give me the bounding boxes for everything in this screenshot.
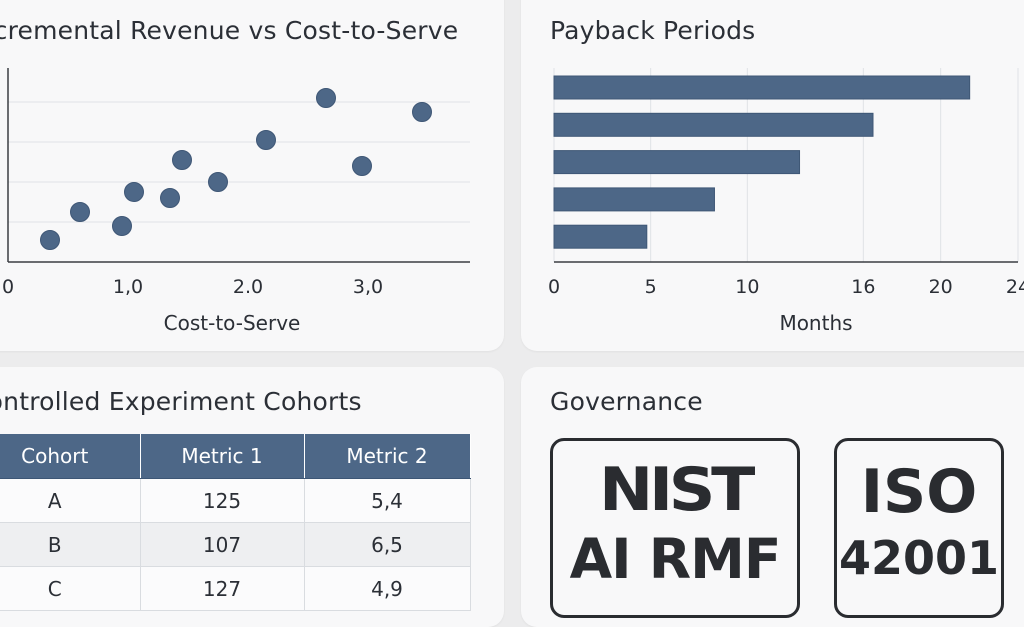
bar-x-axis-label: Months — [779, 311, 852, 335]
bar-x-tick-label: 16 — [851, 276, 875, 298]
scatter-point — [70, 202, 90, 222]
bar-x-tick-label: 0 — [548, 276, 560, 298]
payback-bar — [553, 187, 715, 212]
column-header-metric-2[interactable]: Metric 2 — [304, 434, 471, 479]
metric-2-cell: 6,5 — [304, 522, 471, 567]
scatter-point — [256, 130, 276, 150]
scatter-x-tick-label: 2.0 — [233, 276, 263, 298]
scatter-x-axis-label: Cost-to-Serve — [164, 311, 301, 335]
scatter-point — [112, 216, 132, 236]
governance-card: Governance NIST AI RMF ISO 42001 — [521, 367, 1024, 627]
scatter-point — [172, 150, 192, 170]
table-row: B 107 6,5 — [0, 522, 471, 567]
cohort-table: Cohort Metric 1 Metric 2 A 125 5,4 B 107… — [0, 434, 471, 611]
nist-ai-rmf-badge: NIST AI RMF — [550, 438, 800, 618]
payback-bar — [553, 112, 874, 137]
scatter-x-tick-label: 1,0 — [113, 276, 143, 298]
payback-bar — [553, 224, 648, 249]
bar-x-tick-label: 24 — [1006, 276, 1024, 298]
table-row: C 127 4,9 — [0, 566, 471, 611]
scatter-card: Incremental Revenue vs Cost-to-Serve 0 1,… — [0, 0, 504, 351]
scatter-point — [208, 172, 228, 192]
metric-1-cell: 107 — [140, 522, 305, 567]
payback-card-title: Payback Periods — [550, 16, 756, 45]
governance-card-title: Governance — [550, 387, 703, 416]
scatter-chart: 0 1,0 2.0 3,0 Cost-to-Serve — [2, 68, 470, 335]
iso-badge-line2: 42001 — [838, 531, 1000, 585]
payback-bar-chart: 0 5 10 16 20 24 Months — [548, 68, 1024, 335]
column-header-metric-1[interactable]: Metric 1 — [140, 434, 305, 479]
metric-1-cell: 127 — [140, 566, 305, 611]
scatter-point — [160, 188, 180, 208]
scatter-x-tick-label: 0 — [2, 276, 14, 298]
scatter-point — [40, 230, 60, 250]
scatter-card-title: Incremental Revenue vs Cost-to-Serve — [0, 16, 459, 45]
iso-badge-line1: ISO — [860, 457, 978, 527]
nist-badge-line2: AI RMF — [569, 527, 782, 591]
table-row: A 125 5,4 — [0, 478, 471, 523]
nist-badge-line1: NIST — [599, 455, 755, 525]
cohort-cell: A — [0, 478, 141, 523]
scatter-point — [124, 182, 144, 202]
table-header-row: Cohort Metric 1 Metric 2 — [0, 434, 471, 479]
metric-2-cell: 4,9 — [304, 566, 471, 611]
scatter-point — [316, 88, 336, 108]
metric-1-cell: 125 — [140, 478, 305, 523]
metric-2-cell: 5,4 — [304, 478, 471, 523]
scatter-point — [352, 156, 372, 176]
payback-card: Payback Periods 0 5 10 16 20 24 Months — [521, 0, 1024, 351]
cohort-card-title: Controlled Experiment Cohorts — [0, 387, 362, 416]
bar-x-tick-label: 10 — [735, 276, 759, 298]
scatter-x-tick-label: 3,0 — [353, 276, 383, 298]
iso-42001-badge: ISO 42001 — [834, 438, 1004, 618]
cohort-card: Controlled Experiment Cohorts Cohort Met… — [0, 367, 504, 627]
payback-bar — [553, 150, 801, 175]
bar-x-tick-label: 20 — [929, 276, 953, 298]
column-header-cohort[interactable]: Cohort — [0, 434, 141, 479]
cohort-cell: C — [0, 566, 141, 611]
bar-x-tick-label: 5 — [645, 276, 657, 298]
scatter-point — [412, 102, 432, 122]
cohort-cell: B — [0, 522, 141, 567]
payback-bar — [553, 75, 971, 100]
